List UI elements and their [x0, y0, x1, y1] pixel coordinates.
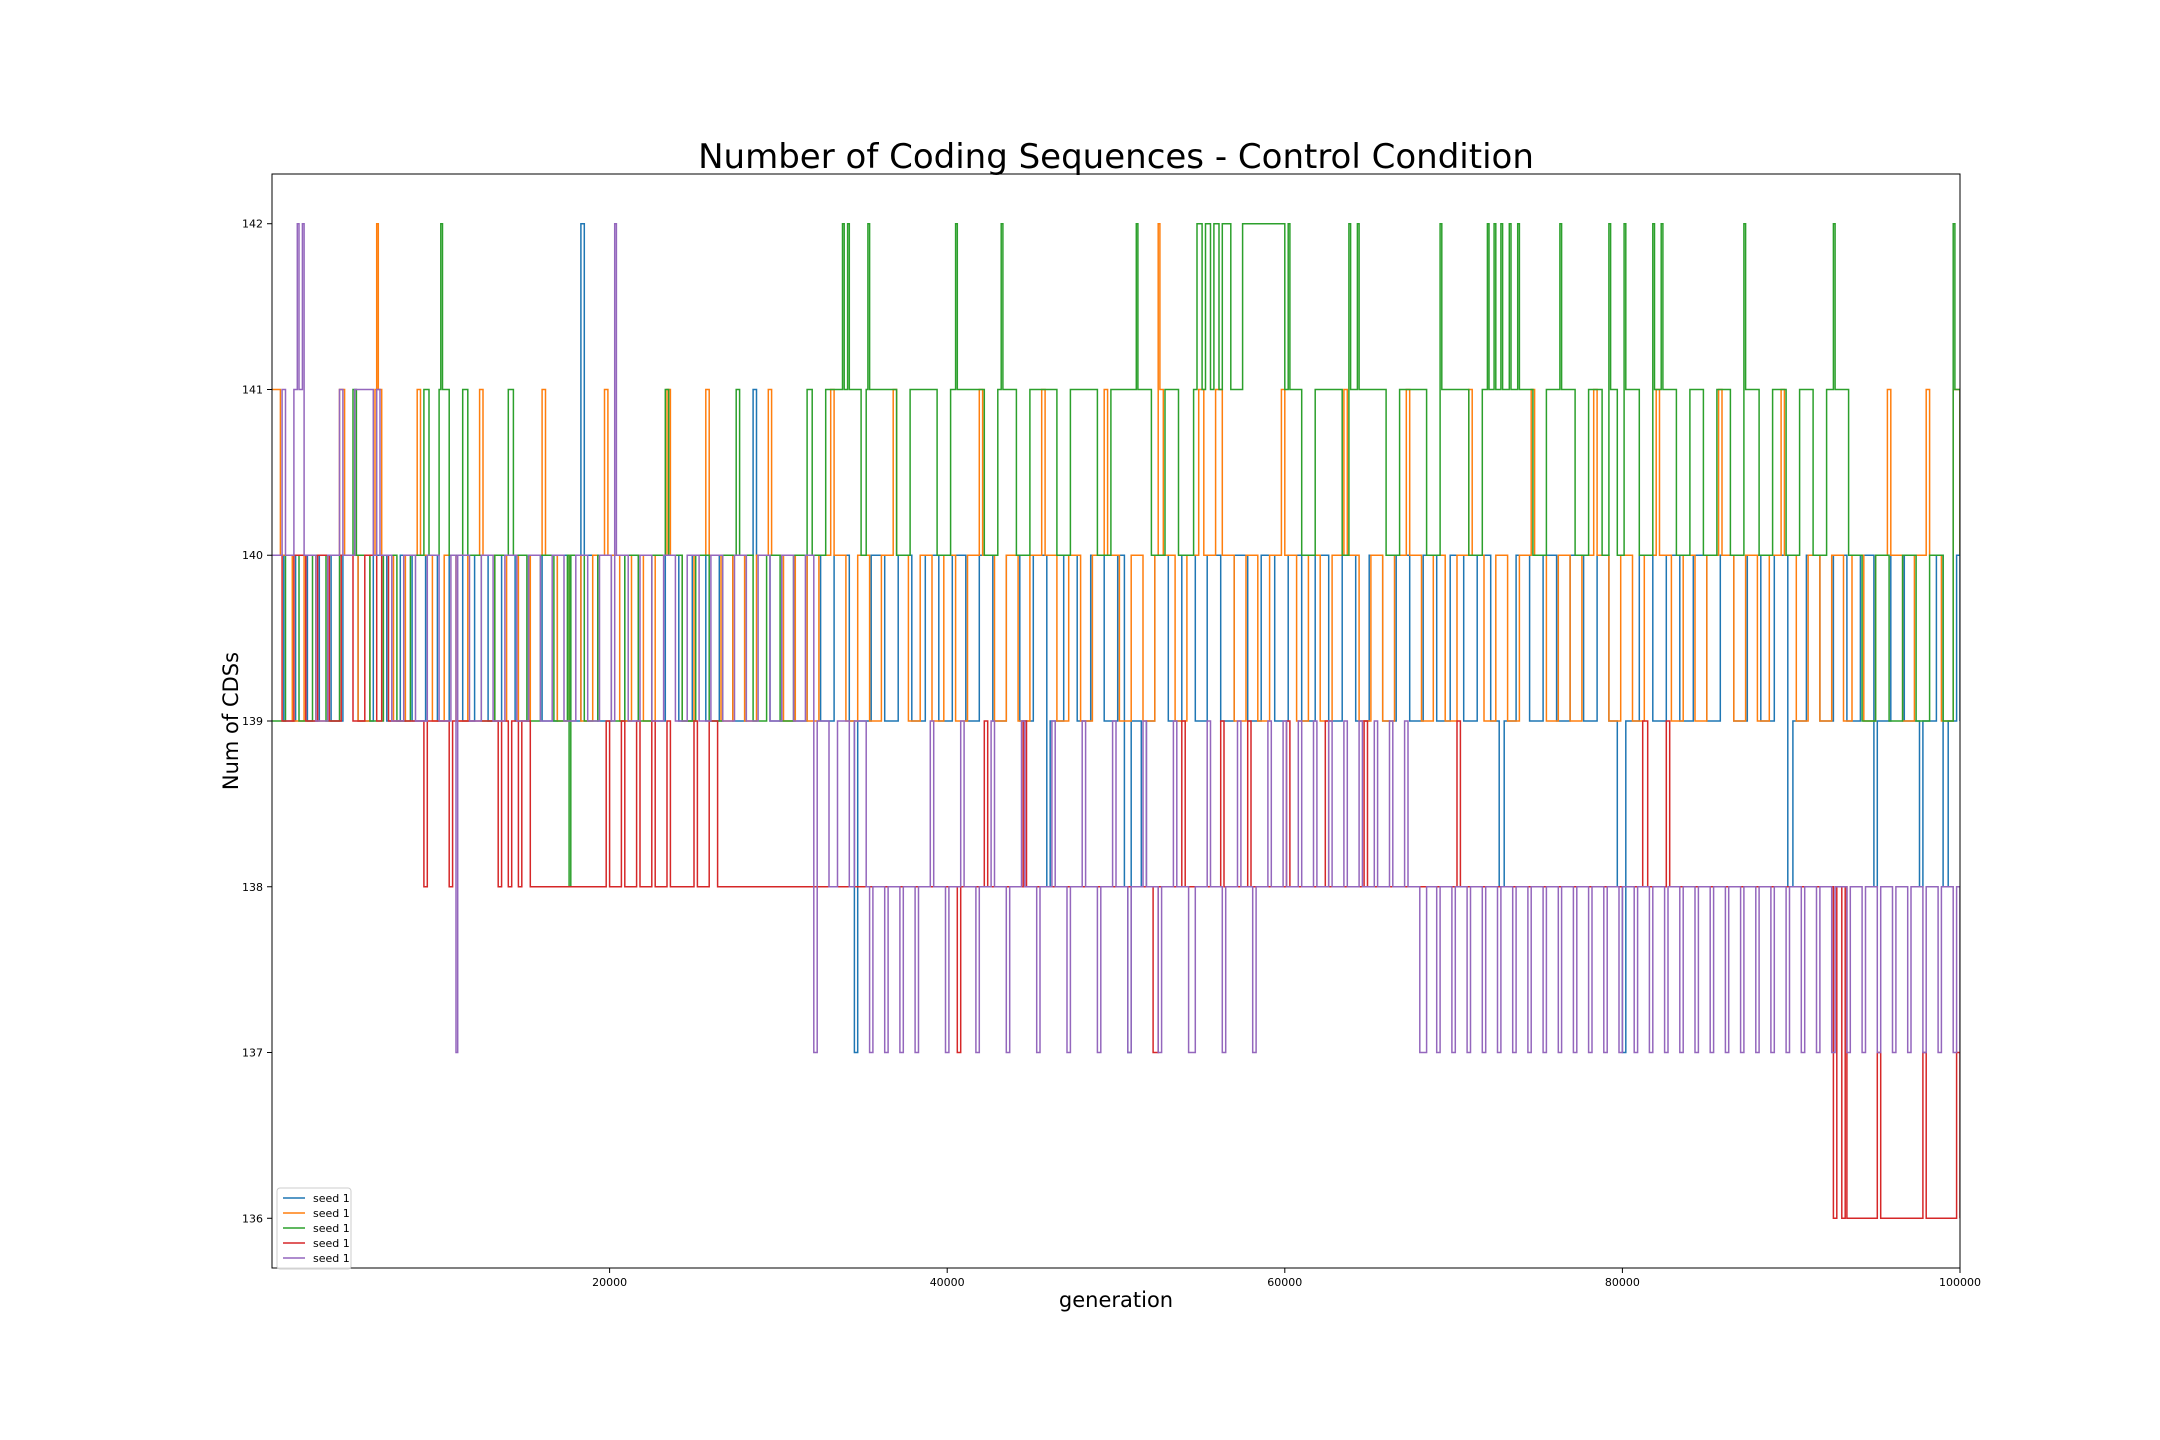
legend: seed 1 seed 1 seed 1 seed 1 seed 1	[276, 1187, 352, 1270]
y-tick-label: 136	[242, 1212, 263, 1225]
x-axis-label: generation	[1059, 1288, 1173, 1312]
x-tick-label: 60000	[1267, 1276, 1302, 1289]
y-tick-label: 137	[242, 1047, 263, 1060]
y-tick-label: 142	[242, 218, 263, 231]
legend-label: seed 1	[313, 1192, 350, 1205]
y-tick-label: 141	[242, 383, 263, 396]
x-tick-label: 80000	[1605, 1276, 1640, 1289]
y-axis-label: Num of CDSs	[219, 652, 243, 790]
series-line-5	[272, 222, 1960, 1054]
legend-label: seed 1	[313, 1207, 350, 1220]
y-axis-ticks: 136 137 138 139 140 141 142	[242, 218, 272, 1225]
plot-lines	[272, 222, 1960, 1220]
y-tick-label: 138	[242, 881, 263, 894]
x-tick-label: 20000	[592, 1276, 627, 1289]
x-tick-label: 100000	[1939, 1276, 1981, 1289]
series-line-2	[272, 222, 1960, 722]
y-tick-label: 139	[242, 715, 263, 728]
x-axis-ticks: 20000 40000 60000 80000 100000	[592, 1268, 1981, 1289]
legend-label: seed 1	[313, 1237, 350, 1250]
chart-title: Number of Coding Sequences - Control Con…	[698, 137, 1534, 177]
x-tick-label: 40000	[930, 1276, 965, 1289]
legend-box	[276, 1187, 352, 1270]
legend-label: seed 1	[313, 1252, 350, 1265]
y-tick-label: 140	[242, 549, 263, 562]
legend-label: seed 1	[313, 1222, 350, 1235]
series-line-4	[272, 554, 1960, 1220]
